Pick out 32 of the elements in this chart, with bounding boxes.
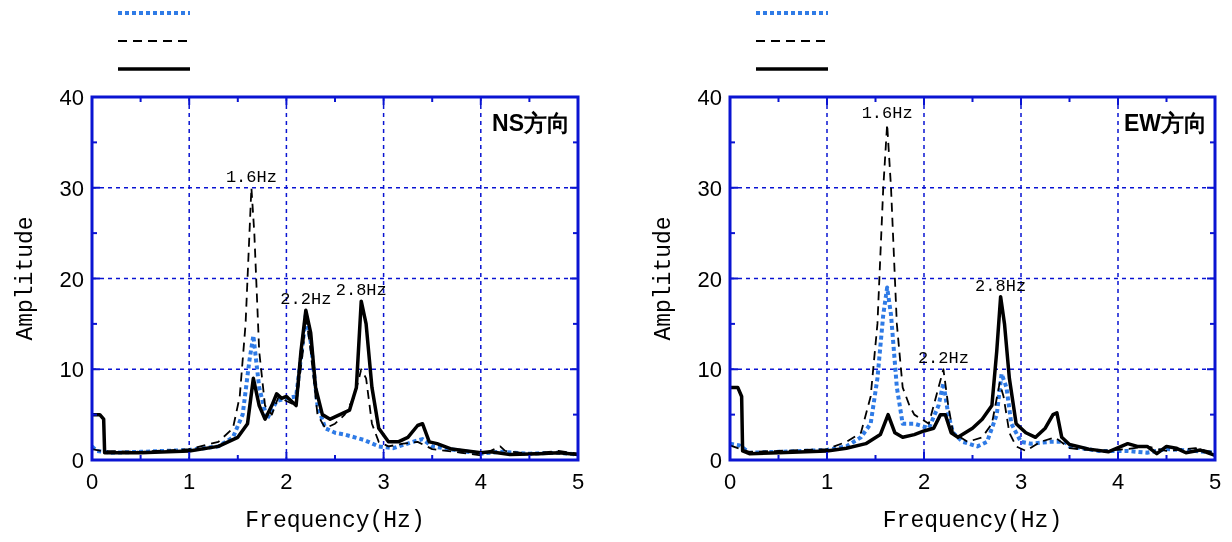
annotation: NS方向	[492, 110, 570, 136]
annotation: 2.8Hz	[335, 281, 387, 301]
x-axis-title: Frequency(Hz)	[245, 508, 425, 534]
x-axis-title: Frequency(Hz)	[882, 508, 1063, 534]
x-tick-label: 4	[1111, 469, 1125, 494]
annotation: 1.6Hz	[225, 167, 277, 187]
annotation: 2.2Hz	[280, 290, 332, 310]
x-tick-label: 3	[377, 469, 390, 494]
y-tick-label: 40	[59, 85, 84, 110]
y-tick-label: 20	[697, 266, 722, 292]
x-tick-label: 2	[280, 469, 293, 494]
x-tick-label: 1	[183, 469, 196, 494]
x-tick-label: 5	[571, 469, 585, 494]
annotation: 2.8Hz	[975, 276, 1027, 296]
annotation: 1.6Hz	[861, 104, 913, 124]
y-tick-label: 20	[59, 266, 84, 292]
x-tick-label: 1	[820, 469, 834, 494]
x-tick-label: 4	[474, 469, 487, 494]
y-tick-label: 10	[59, 357, 84, 383]
y-tick-label: 40	[697, 85, 722, 110]
y-axis-title: Amplitude	[13, 216, 39, 341]
y-tick-label: 30	[697, 175, 722, 201]
y-tick-label: 0	[71, 448, 84, 473]
x-tick-label: 3	[1014, 469, 1028, 494]
x-tick-label: 5	[1208, 469, 1222, 494]
y-axis-title: Amplitude	[651, 216, 677, 341]
y-tick-label: 10	[697, 357, 722, 383]
annotation: 2.2Hz	[917, 349, 969, 369]
x-tick-label: 2	[917, 469, 931, 494]
y-tick-label: 0	[709, 448, 722, 473]
annotation: EW方向	[1123, 110, 1207, 136]
y-tick-label: 30	[59, 175, 84, 201]
